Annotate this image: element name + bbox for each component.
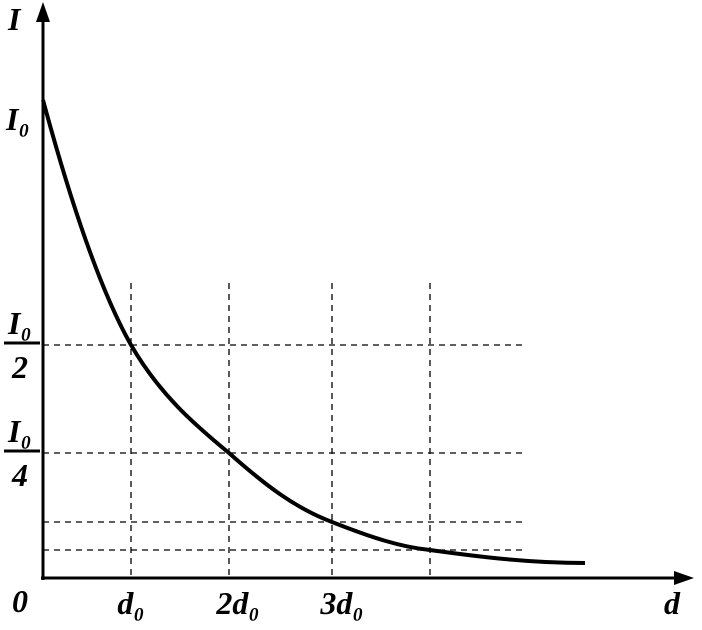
y-label-half-den: 2 [11,349,28,385]
origin-label: 0 [12,583,28,619]
x-axis-label: d [664,585,681,621]
y-label-quarter-num: I₀ [7,413,32,449]
y-label-top: I₀ [5,101,30,137]
y-axis-label: I [7,1,22,37]
x-label: 3d₀ [319,585,363,621]
y-arrow [36,2,50,22]
y-label-quarter-den: 4 [11,457,28,493]
x-arrow [674,571,694,585]
y-label-half-num: I₀ [7,305,32,341]
grid [43,283,525,578]
x-label: d₀ [117,585,144,621]
decay-curve [41,99,586,565]
x-label: 2d₀ [215,585,259,621]
